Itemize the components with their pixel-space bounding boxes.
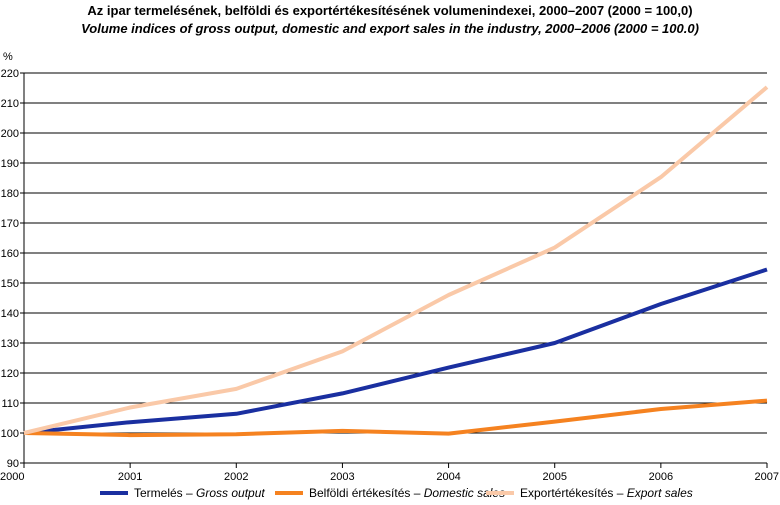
y-tick-label: 220	[1, 68, 19, 80]
y-axis-label: %	[3, 51, 13, 63]
x-tick-label: 2002	[224, 471, 248, 483]
legend-label-gross: Termelés – Gross output	[134, 486, 265, 500]
y-tick-label: 130	[1, 338, 19, 350]
y-tick-label: 110	[1, 398, 19, 410]
gridlines	[24, 72, 767, 464]
axes	[23, 73, 767, 464]
x-tick-label: 2005	[542, 471, 566, 483]
x-tick-label: 2001	[118, 471, 142, 483]
y-tick-label: 140	[1, 308, 19, 320]
y-tick-label: 180	[1, 188, 19, 200]
x-tick-label: 2003	[330, 471, 354, 483]
y-tick-label: 190	[1, 158, 19, 170]
series-line-gross	[23, 267, 768, 435]
legend-label-en: Export sales	[627, 486, 693, 500]
y-tick-label: 120	[1, 368, 19, 380]
y-tick-label: 90	[7, 458, 19, 470]
legend-label-en: Gross output	[196, 486, 265, 500]
legend-label-domestic: Belföldi értékesítés – Domestic sales	[309, 486, 505, 500]
y-axis-ticks: 90 100 110 120 130 140 150 160 170 180 190 200 210 22…	[1, 68, 24, 470]
series-line-domestic	[23, 398, 768, 438]
series-lines	[23, 85, 769, 438]
chart-subtitle: Volume indices of gross output, domestic…	[81, 21, 699, 36]
x-tick-label: 2000	[0, 471, 24, 483]
x-tick-label: 2004	[436, 471, 460, 483]
series-line-export	[23, 85, 769, 435]
legend: Termelés – Gross output Belföldi értékesí…	[100, 486, 693, 500]
x-tick-label: 2006	[649, 471, 673, 483]
legend-label-export: Exportértékesítés – Export sales	[520, 486, 693, 500]
legend-label-hu: Exportértékesítés –	[520, 486, 627, 500]
legend-label-hu: Termelés –	[134, 486, 196, 500]
chart-title: Az ipar termelésének, belföldi és export…	[87, 3, 693, 18]
y-tick-label: 210	[1, 98, 19, 110]
legend-label-en: Domestic sales	[424, 486, 505, 500]
y-tick-label: 150	[1, 278, 19, 290]
legend-label-hu: Belföldi értékesítés –	[309, 486, 424, 500]
y-tick-label: 100	[1, 428, 19, 440]
y-tick-label: 170	[1, 218, 19, 230]
x-axis-ticks: 2000 2001 2002 2003 2004 2005 2006 2007	[0, 463, 779, 483]
y-tick-label: 200	[1, 128, 19, 140]
y-tick-label: 160	[1, 248, 19, 260]
x-tick-label: 2007	[755, 471, 779, 483]
